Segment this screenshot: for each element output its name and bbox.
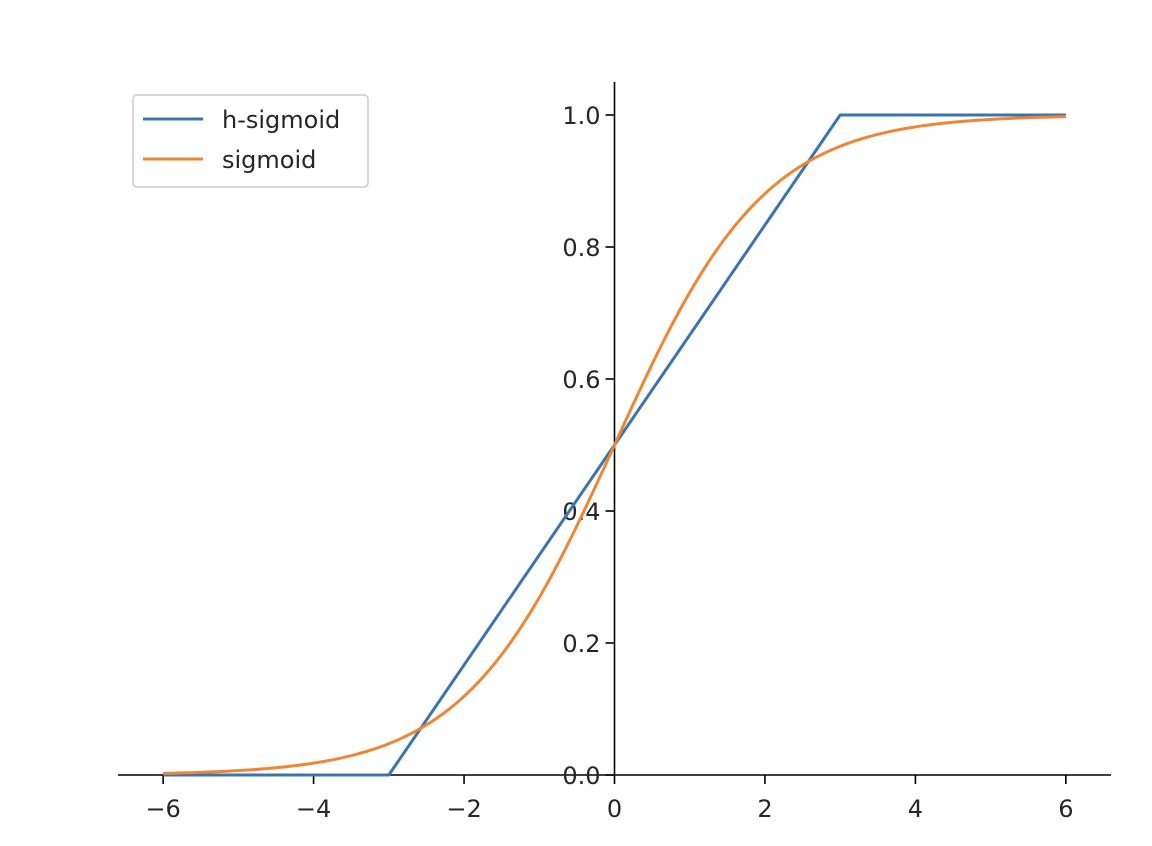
y-tick-label: 0.0 bbox=[562, 762, 600, 790]
axes: −6 −4 −2 0 2 4 60.00.20.40.60.81.0 bbox=[118, 82, 1111, 823]
series-line-sigmoid bbox=[163, 115, 1066, 775]
y-tick-label: 1.0 bbox=[562, 102, 600, 130]
x-tick-label: −4 bbox=[296, 795, 331, 823]
legend-label-h-sigmoid: h-sigmoid bbox=[222, 106, 340, 134]
y-tick-label: 0.8 bbox=[562, 234, 600, 262]
series-lines bbox=[163, 113, 1066, 777]
y-tick-label: 0.6 bbox=[562, 366, 600, 394]
legend: h-sigmoid sigmoid bbox=[132, 94, 369, 188]
x-tick-label: 2 bbox=[757, 795, 772, 823]
x-tick-label: 0 bbox=[607, 795, 622, 823]
legend-label-sigmoid: sigmoid bbox=[222, 146, 316, 174]
y-tick-label: 0.2 bbox=[562, 630, 600, 658]
x-tick-label: 6 bbox=[1058, 795, 1073, 823]
x-tick-label: −6 bbox=[145, 795, 180, 823]
x-tick-label: 4 bbox=[908, 795, 923, 823]
x-tick-label: −2 bbox=[446, 795, 481, 823]
